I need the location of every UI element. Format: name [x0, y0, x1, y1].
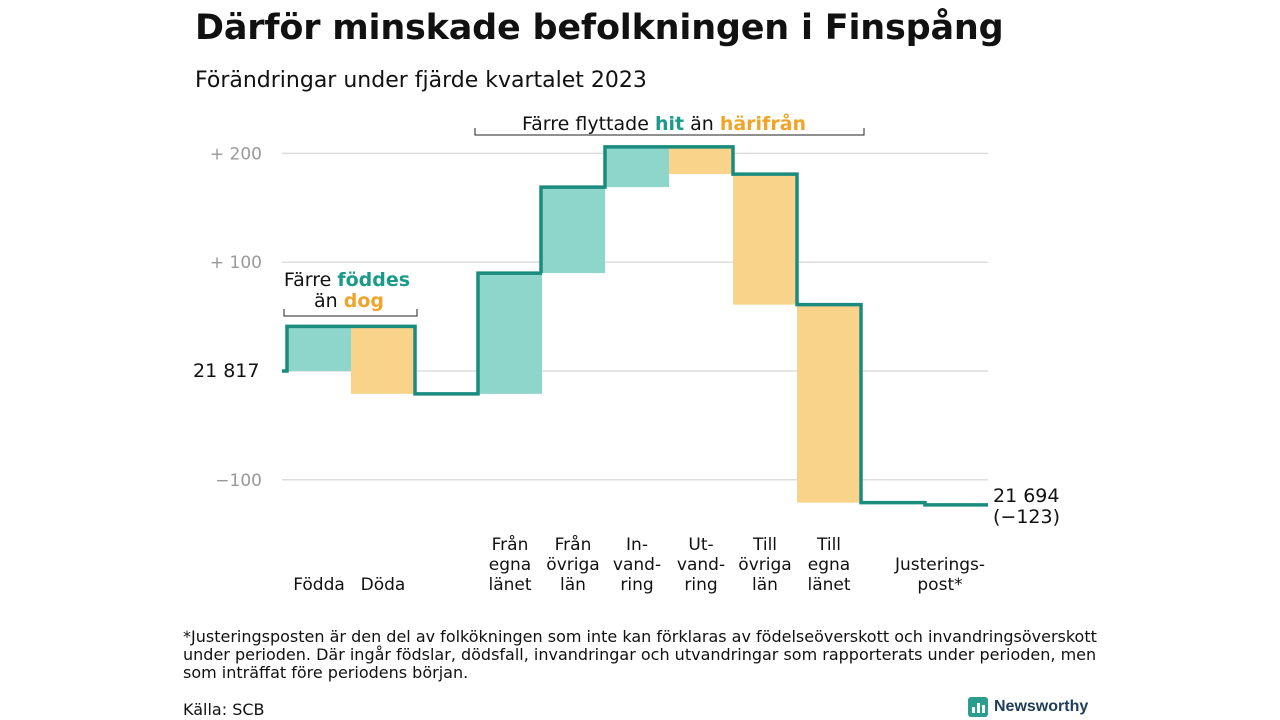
y-tick-label: + 100 [210, 253, 262, 273]
x-tick-label: egna [808, 555, 850, 575]
bar-4 [605, 146, 669, 188]
x-tick-label: In- [626, 535, 648, 555]
chart-title: Därför minskade befolkningen i Finspång [195, 8, 1004, 48]
x-tick-label: länet [488, 575, 531, 595]
x-tick-label: Döda [361, 575, 406, 595]
bar-5 [669, 146, 733, 175]
bar-7 [797, 304, 861, 503]
x-tick-label: vand- [677, 555, 725, 575]
end-value-label: 21 694 [993, 485, 1059, 507]
x-tick-label: län [560, 575, 586, 595]
x-tick-label: egna [489, 555, 531, 575]
footnote: *Justeringsposten är den del av folkökni… [183, 627, 1097, 682]
x-tick-label: post* [917, 575, 962, 595]
x-tick-label: Från [555, 534, 592, 555]
bar-chart-icon [968, 697, 988, 717]
x-tick-label: övriga [546, 555, 599, 575]
annotation-moves: Färre flyttade hit än härifrån [522, 111, 806, 135]
start-value-label: 21 817 [193, 360, 259, 382]
brand-name: Newsworthy [994, 698, 1089, 715]
chart-subtitle: Förändringar under fjärde kvartalet 2023 [195, 68, 647, 93]
bar-2 [478, 273, 542, 394]
y-tick-label: −100 [215, 471, 262, 491]
x-tick-label: län [752, 575, 778, 595]
waterfall-chart: + 200 + 100 −100 21 817 21 694(−123) Födda Död… [193, 111, 1060, 595]
x-tick-label: Justerings- [894, 555, 985, 575]
annotation-moves-bracket [474, 128, 865, 136]
x-tick-label: länet [807, 575, 850, 595]
end-value-label: (−123) [993, 506, 1060, 528]
bar-6 [733, 174, 797, 305]
x-tick-label: övriga [738, 555, 791, 575]
cumulative-line [282, 145, 988, 507]
x-tick-label: Till [816, 535, 841, 555]
y-tick-label: + 200 [210, 144, 262, 164]
x-tick-label: vand- [613, 555, 661, 575]
x-tick-label: Ut- [688, 535, 713, 555]
x-tick-label: ring [684, 575, 717, 595]
annotation-births-line2: än dog [314, 290, 384, 312]
x-tick-label: Från [492, 534, 529, 555]
brand-logo: Newsworthy [968, 697, 1088, 717]
x-tick-label: ring [620, 575, 653, 595]
x-tick-label: Till [752, 535, 777, 555]
source: Källa: SCB [183, 700, 265, 719]
x-tick-label: Födda [293, 575, 345, 595]
bar-0 [287, 326, 351, 371]
annotation-births-bracket [283, 309, 418, 317]
bar-1 [351, 326, 415, 394]
annotation-births-line1: Färre föddes [284, 269, 410, 291]
bar-3 [541, 187, 605, 274]
